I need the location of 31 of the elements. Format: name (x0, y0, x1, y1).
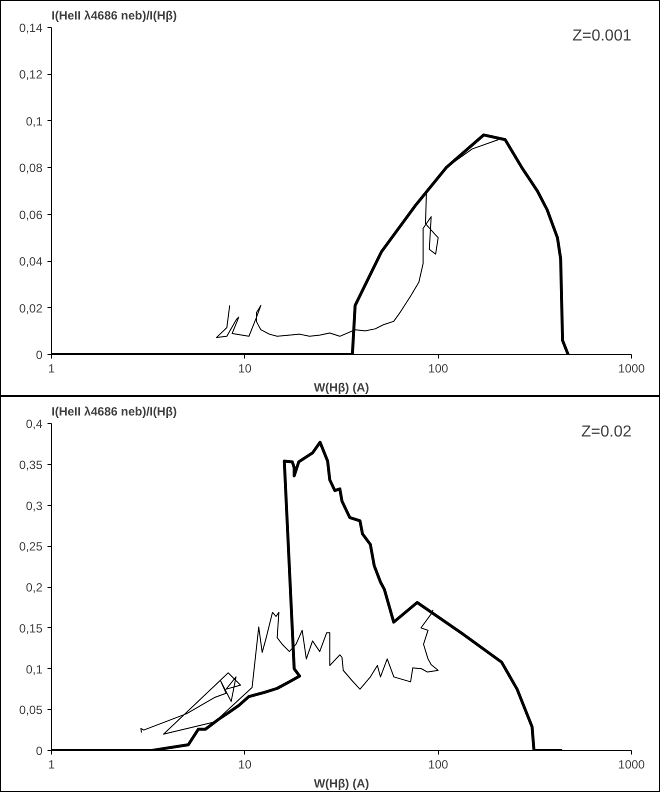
annotation: Z=0.001 (572, 28, 632, 44)
y-axis-title: I(HeII λ4686 neb)/I(Hβ) (52, 404, 177, 418)
y-axis-title: I(HeII λ4686 neb)/I(Hβ) (52, 8, 177, 22)
x-tick-label: 100 (428, 758, 449, 772)
x-axis-title: W(Hβ) (A) (314, 380, 370, 394)
x-tick-label: 1 (48, 362, 56, 376)
y-tick-label: 0,4 (26, 417, 43, 431)
y-tick-label: 0,15 (19, 621, 43, 636)
annotation: Z=0.02 (581, 424, 632, 440)
y-tick-label: 0,08 (19, 161, 43, 176)
y-tick-label: 0,05 (19, 703, 43, 718)
y-tick-label: 0,06 (19, 208, 43, 222)
y-tick-label: 0,3 (26, 498, 43, 513)
x-axis-title: W(Hβ) (A) (314, 776, 370, 790)
x-tick-label: 1000 (618, 362, 646, 376)
x-tick-label: 100 (428, 362, 449, 376)
y-tick-label: 0,2 (26, 580, 43, 594)
y-tick-label: 0,04 (19, 254, 43, 269)
x-tick-label: 10 (238, 758, 252, 772)
x-tick-label: 10 (238, 362, 252, 376)
y-tick-label: 0,12 (19, 68, 43, 82)
y-tick-label: 0,35 (19, 458, 43, 472)
x-tick-label: 1 (48, 758, 56, 772)
y-tick-label: 0 (36, 348, 43, 362)
y-tick-label: 0,02 (19, 301, 43, 316)
y-tick-label: 0,1 (26, 662, 43, 676)
y-tick-label: 0,25 (19, 540, 43, 554)
y-tick-label: 0,14 (19, 21, 43, 35)
x-tick-label: 1000 (618, 758, 646, 772)
y-tick-label: 0,1 (26, 114, 43, 128)
y-tick-label: 0 (36, 744, 43, 758)
